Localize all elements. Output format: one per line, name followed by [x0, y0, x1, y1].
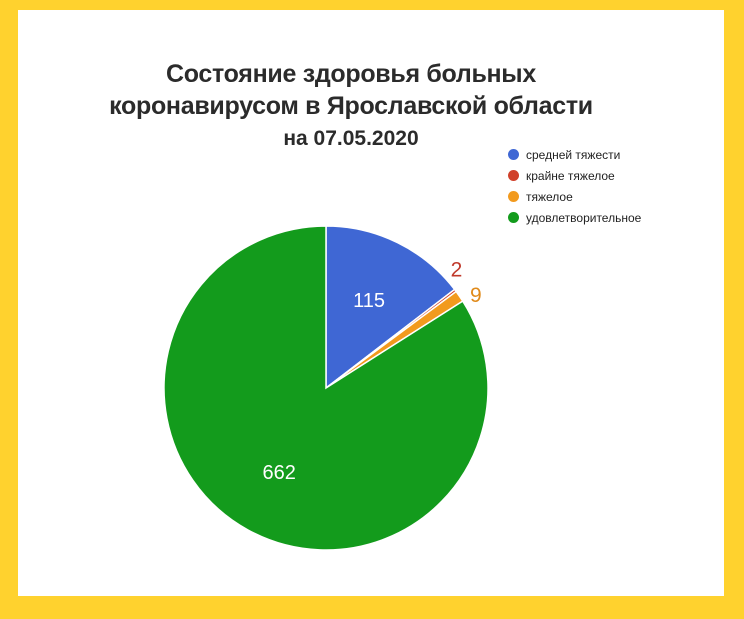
legend-item-critical: крайне тяжелое [508, 165, 641, 186]
chart-title: Состояние здоровья больных коронавирусом… [0, 58, 704, 154]
chart-card: Состояние здоровья больных коронавирусом… [18, 10, 724, 596]
slice-value-label-medium: 115 [353, 290, 385, 312]
legend-label-severe: тяжелое [526, 189, 573, 204]
pie-slice-satisfactory [163, 225, 489, 551]
slice-value-label-severe: 9 [470, 284, 482, 307]
chart-title-date: на 07.05.2020 [283, 127, 419, 150]
legend-label-critical: крайне тяжелое [526, 168, 615, 183]
legend-item-medium: средней тяжести [508, 144, 641, 165]
chart-title-line-2: коронавирусом в Ярославской области [109, 92, 593, 120]
legend-item-severe: тяжелое [508, 186, 641, 207]
chart-title-line-1: Состояние здоровья больных [166, 60, 536, 88]
legend-item-satisfactory: удовлетворительное [508, 207, 641, 228]
legend-swatch-critical [508, 170, 519, 181]
pie-slice-medium [325, 225, 456, 390]
legend-swatch-medium [508, 149, 519, 160]
slice-value-label-critical: 2 [451, 258, 463, 281]
pie-chart: 115 29 662 [163, 225, 489, 551]
slice-value-label-satisfactory: 662 [263, 462, 296, 484]
legend-label-medium: средней тяжести [526, 147, 621, 162]
legend-swatch-severe [508, 191, 519, 202]
chart-legend: средней тяжести крайне тяжелое тяжелое у… [508, 144, 641, 228]
legend-swatch-satisfactory [508, 212, 519, 223]
legend-label-satisfactory: удовлетворительное [526, 210, 642, 225]
